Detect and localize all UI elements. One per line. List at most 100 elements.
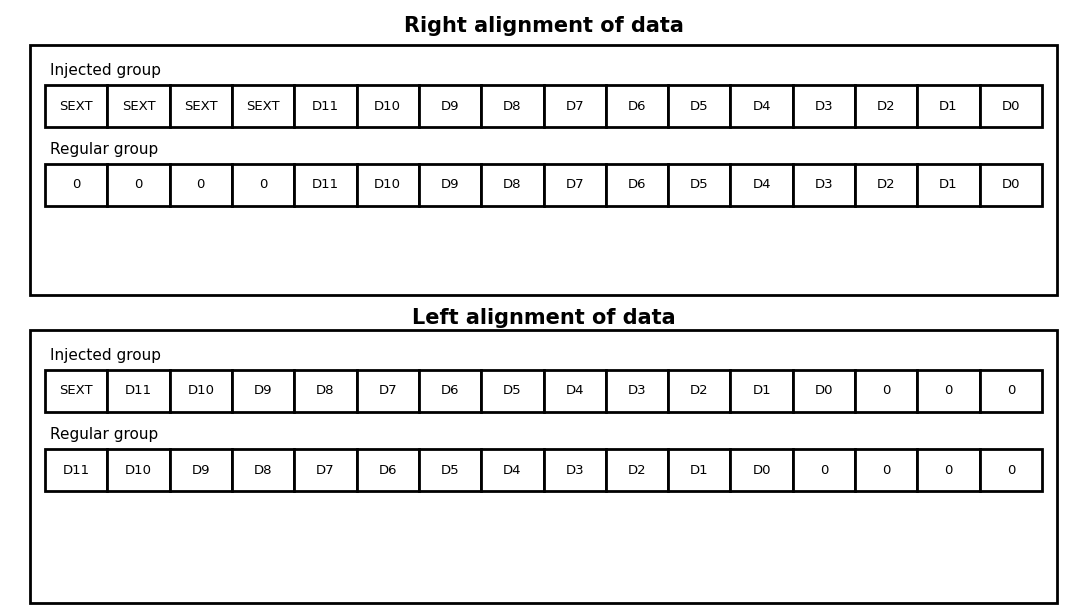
- Bar: [979, 370, 1042, 412]
- Bar: [605, 85, 669, 127]
- Bar: [482, 449, 544, 491]
- Bar: [605, 370, 669, 412]
- Bar: [232, 449, 295, 491]
- Bar: [730, 85, 792, 127]
- Text: D3: D3: [814, 178, 834, 191]
- Bar: [232, 85, 295, 127]
- Bar: [917, 85, 979, 127]
- Bar: [544, 449, 605, 491]
- Text: D4: D4: [565, 384, 584, 397]
- Text: D6: D6: [627, 178, 646, 191]
- Text: D9: D9: [191, 463, 210, 476]
- Bar: [45, 164, 108, 206]
- Bar: [792, 370, 855, 412]
- Bar: [45, 85, 108, 127]
- Text: SEXT: SEXT: [122, 99, 155, 113]
- Text: 0: 0: [945, 384, 952, 397]
- Text: 0: 0: [882, 463, 890, 476]
- Text: D1: D1: [690, 463, 709, 476]
- Bar: [669, 449, 730, 491]
- Text: D4: D4: [503, 463, 522, 476]
- Bar: [108, 85, 170, 127]
- Text: D10: D10: [187, 384, 214, 397]
- Text: D10: D10: [374, 178, 401, 191]
- Bar: [108, 370, 170, 412]
- Text: D10: D10: [125, 463, 152, 476]
- Text: D5: D5: [440, 463, 460, 476]
- Text: D6: D6: [378, 463, 397, 476]
- Text: 0: 0: [259, 178, 267, 191]
- Text: Injected group: Injected group: [50, 348, 161, 363]
- Text: D0: D0: [814, 384, 833, 397]
- Text: D2: D2: [690, 384, 709, 397]
- Text: D0: D0: [752, 463, 771, 476]
- Text: D7: D7: [378, 384, 397, 397]
- Text: D7: D7: [565, 178, 584, 191]
- Bar: [295, 449, 357, 491]
- Bar: [544, 370, 605, 412]
- Bar: [295, 85, 357, 127]
- Bar: [357, 370, 418, 412]
- Bar: [357, 449, 418, 491]
- Text: Regular group: Regular group: [50, 142, 159, 157]
- Text: D5: D5: [503, 384, 522, 397]
- Bar: [855, 85, 917, 127]
- Bar: [917, 370, 979, 412]
- Text: D6: D6: [627, 99, 646, 113]
- Text: D9: D9: [254, 384, 273, 397]
- Bar: [30, 45, 1057, 295]
- Text: D11: D11: [312, 99, 339, 113]
- Bar: [170, 164, 232, 206]
- Text: D3: D3: [814, 99, 834, 113]
- Bar: [418, 370, 482, 412]
- Text: Injected group: Injected group: [50, 63, 161, 78]
- Text: 0: 0: [1007, 384, 1015, 397]
- Bar: [482, 164, 544, 206]
- Text: D0: D0: [1001, 178, 1020, 191]
- Text: SEXT: SEXT: [60, 99, 93, 113]
- Bar: [108, 164, 170, 206]
- Text: D4: D4: [752, 99, 771, 113]
- Bar: [792, 164, 855, 206]
- Text: D9: D9: [441, 99, 460, 113]
- Bar: [792, 85, 855, 127]
- Bar: [917, 449, 979, 491]
- Bar: [979, 449, 1042, 491]
- Text: SEXT: SEXT: [247, 99, 280, 113]
- Bar: [357, 164, 418, 206]
- Bar: [855, 370, 917, 412]
- Text: D1: D1: [939, 99, 958, 113]
- Text: 0: 0: [72, 178, 80, 191]
- Text: D2: D2: [877, 178, 896, 191]
- Bar: [979, 85, 1042, 127]
- Bar: [30, 330, 1057, 603]
- Text: D7: D7: [316, 463, 335, 476]
- Text: D8: D8: [316, 384, 335, 397]
- Bar: [669, 85, 730, 127]
- Bar: [232, 370, 295, 412]
- Bar: [418, 449, 482, 491]
- Text: Regular group: Regular group: [50, 427, 159, 442]
- Bar: [108, 449, 170, 491]
- Text: 0: 0: [135, 178, 142, 191]
- Text: D1: D1: [939, 178, 958, 191]
- Bar: [418, 85, 482, 127]
- Bar: [605, 164, 669, 206]
- Text: D5: D5: [690, 178, 709, 191]
- Bar: [295, 370, 357, 412]
- Bar: [295, 164, 357, 206]
- Bar: [544, 164, 605, 206]
- Text: D10: D10: [374, 99, 401, 113]
- Bar: [730, 449, 792, 491]
- Text: D8: D8: [503, 178, 522, 191]
- Text: 0: 0: [197, 178, 205, 191]
- Bar: [855, 449, 917, 491]
- Bar: [669, 164, 730, 206]
- Bar: [730, 370, 792, 412]
- Text: 0: 0: [1007, 463, 1015, 476]
- Text: D8: D8: [503, 99, 522, 113]
- Text: D2: D2: [627, 463, 647, 476]
- Text: D4: D4: [752, 178, 771, 191]
- Bar: [45, 370, 108, 412]
- Text: D5: D5: [690, 99, 709, 113]
